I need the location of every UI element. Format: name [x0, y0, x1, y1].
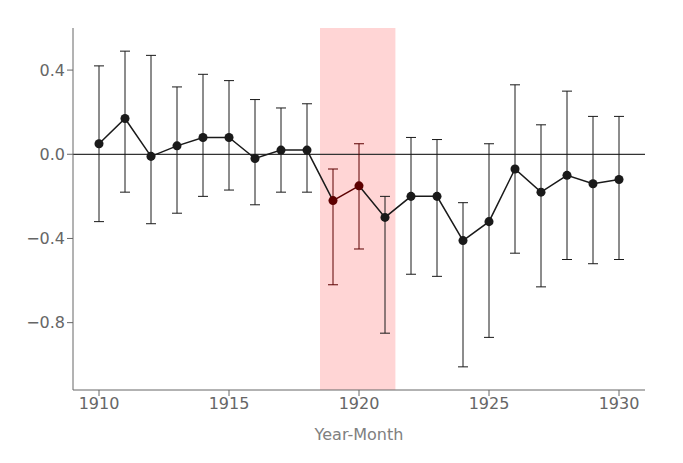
svg-text:−0.8: −0.8	[26, 313, 65, 332]
svg-text:−0.4: −0.4	[26, 229, 65, 248]
svg-text:0.0: 0.0	[40, 145, 65, 164]
svg-text:1915: 1915	[209, 394, 250, 413]
svg-text:1925: 1925	[469, 394, 510, 413]
svg-text:1910: 1910	[79, 394, 120, 413]
svg-text:Year-Month: Year-Month	[314, 425, 404, 444]
svg-text:1930: 1930	[599, 394, 640, 413]
svg-text:1920: 1920	[339, 394, 380, 413]
svg-text:0.4: 0.4	[40, 61, 65, 80]
